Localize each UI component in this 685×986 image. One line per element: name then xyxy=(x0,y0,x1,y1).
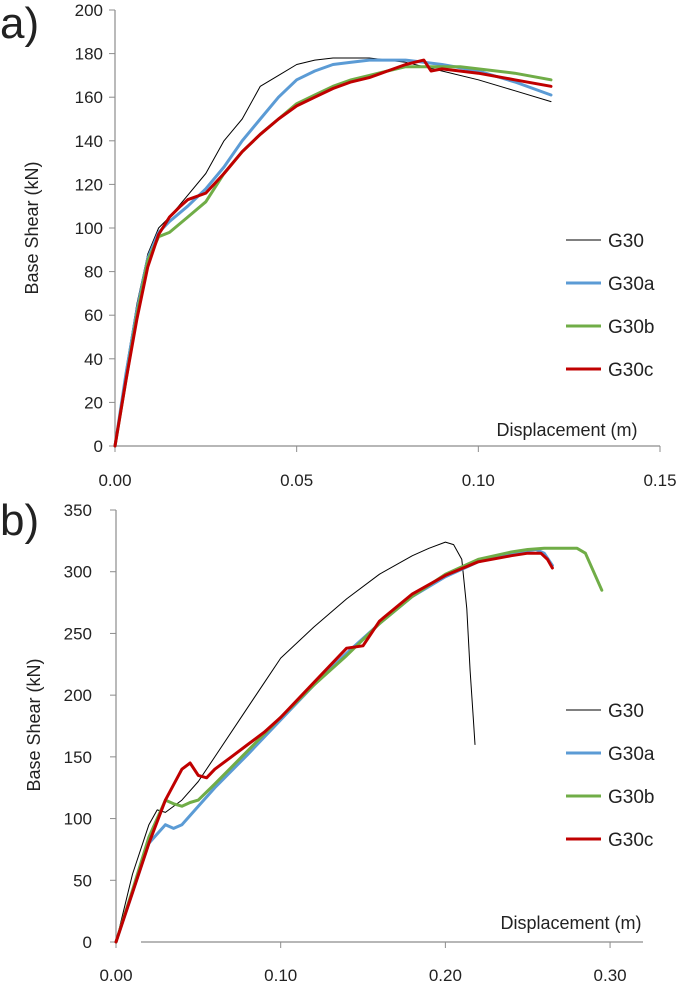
panel-label: b) xyxy=(0,496,39,545)
y-tick-label: 350 xyxy=(64,501,92,520)
panel-label: a) xyxy=(0,0,39,48)
legend-label: G30c xyxy=(608,830,653,851)
x-tick-label: 0.00 xyxy=(98,471,131,490)
x-axis-title: Displacement (m) xyxy=(500,913,641,933)
chart-panel-2: b) 0 50 100 150 200 250 300 350 0.00 0.10 0.20 0.30 B… xyxy=(0,496,655,985)
x-tick-label: 0.05 xyxy=(280,471,313,490)
x-axis-title: Displacement (m) xyxy=(496,420,637,440)
y-tick-label: 100 xyxy=(75,219,103,238)
y-tick-label: 200 xyxy=(75,1,103,20)
series-line-g30c xyxy=(114,551,554,944)
legend-label: G30 xyxy=(608,701,644,722)
chart-panel-1: a) 0 20 40 60 80 100 120 140 160 180 200 0.00 0.05 0.1… xyxy=(0,0,677,490)
y-axis-title: Base Shear (kN) xyxy=(24,658,44,791)
x-tick-label: 0.10 xyxy=(462,471,495,490)
y-tick-label: 300 xyxy=(64,563,92,582)
y-tick-label: 40 xyxy=(84,350,103,369)
y-tick-label: 160 xyxy=(75,88,103,107)
y-tick-label: 20 xyxy=(84,393,103,412)
series-line-g30 xyxy=(114,57,552,447)
y-tick-label: 0 xyxy=(94,437,103,456)
y-tick-label: 200 xyxy=(64,686,92,705)
y-tick-label: 0 xyxy=(83,933,92,952)
legend-label: G30b xyxy=(608,787,654,808)
series-line-g30b xyxy=(114,546,604,944)
legend-label: G30b xyxy=(608,317,654,338)
legend-label: G30a xyxy=(608,274,655,295)
x-tick-label: 0.10 xyxy=(264,966,297,985)
x-tick-label: 0.30 xyxy=(594,966,627,985)
y-tick-label: 150 xyxy=(64,748,92,767)
legend-label: G30c xyxy=(608,360,653,381)
y-tick-label: 120 xyxy=(75,175,103,194)
series-line-g30a xyxy=(114,548,554,944)
y-tick-label: 100 xyxy=(64,810,92,829)
x-tick-label: 0.00 xyxy=(99,966,132,985)
legend-label: G30 xyxy=(608,231,644,252)
series-line-g30a xyxy=(113,58,553,448)
y-tick-label: 250 xyxy=(64,624,92,643)
y-axis-title: Base Shear (kN) xyxy=(22,161,42,294)
series-line-g30b xyxy=(113,65,553,448)
y-tick-label: 80 xyxy=(84,263,103,282)
x-tick-label: 0.20 xyxy=(429,966,462,985)
y-tick-label: 140 xyxy=(75,132,103,151)
series-line-g30 xyxy=(115,541,476,943)
y-tick-label: 180 xyxy=(75,45,103,64)
y-tick-label: 60 xyxy=(84,306,103,325)
y-tick-label: 50 xyxy=(73,871,92,890)
legend-label: G30a xyxy=(608,744,655,765)
series-line-g30c xyxy=(113,58,553,448)
x-tick-label: 0.15 xyxy=(643,471,676,490)
